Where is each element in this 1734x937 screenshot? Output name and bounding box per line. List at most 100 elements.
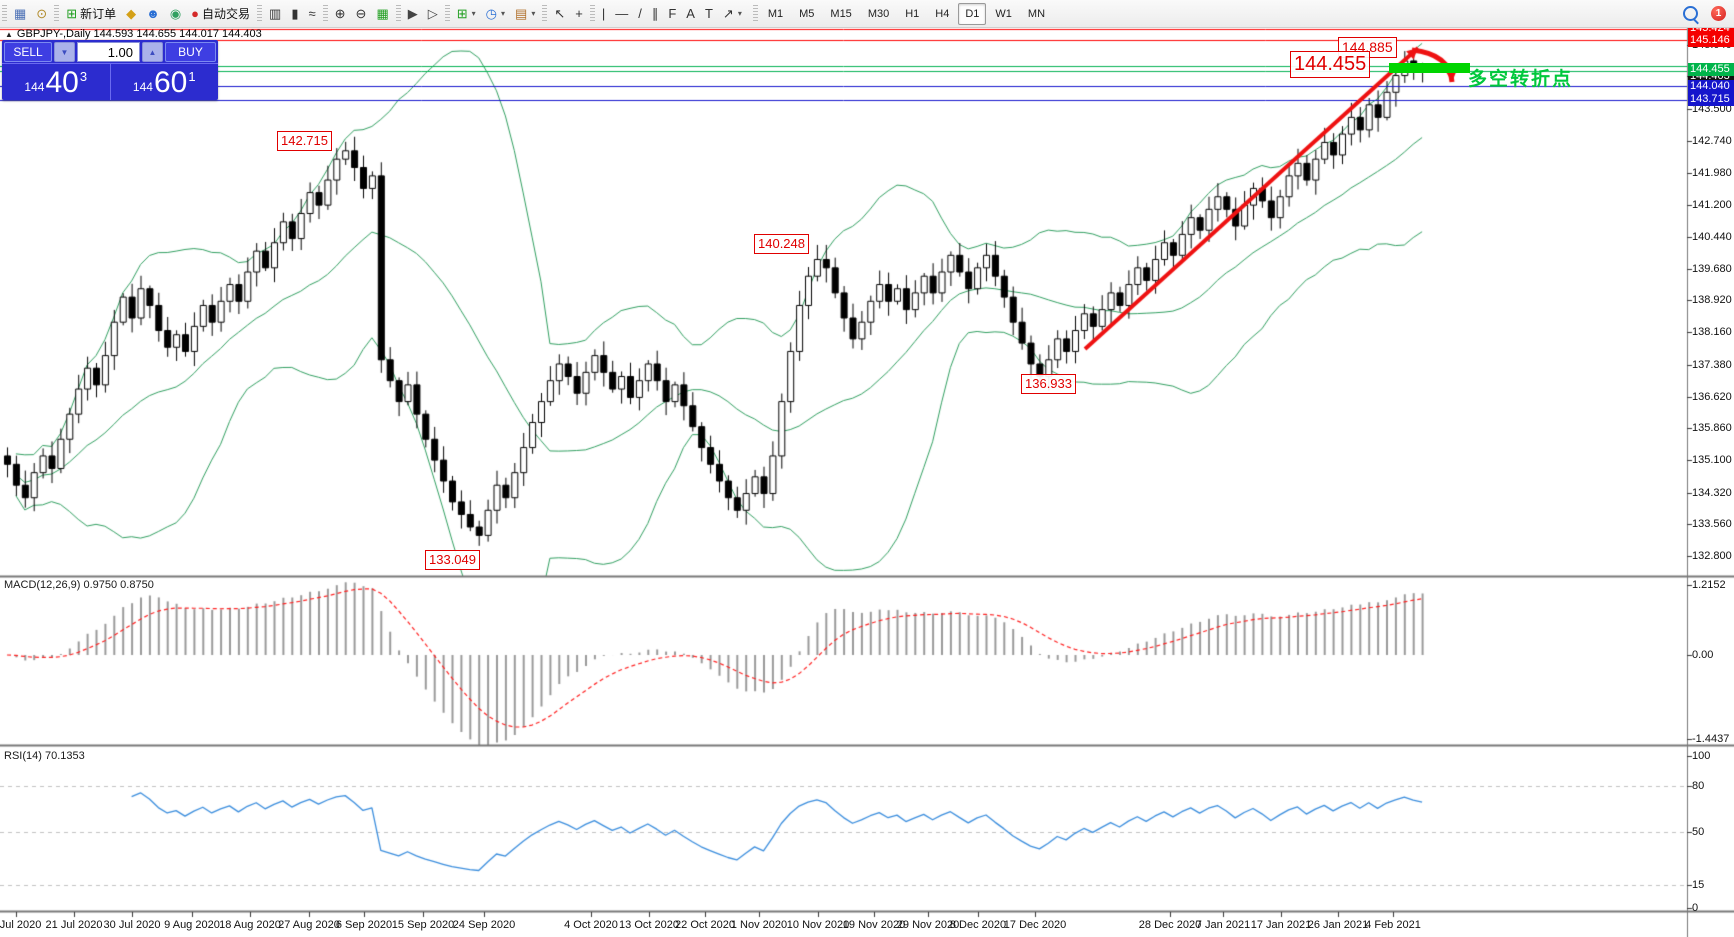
timeframe-w1-button[interactable]: W1	[995, 7, 1012, 20]
sell-price-big: 40	[45, 66, 79, 99]
arrow-objects-button[interactable]: ↗ ▾	[718, 2, 747, 26]
sell-button[interactable]: SELL	[4, 42, 52, 62]
toolbar-group-grip	[257, 4, 263, 23]
text-label-button[interactable]: T	[700, 2, 718, 26]
horizontal-line-button[interactable]: —	[610, 2, 633, 26]
date-axis-label: 8 Dec 2020	[949, 919, 1007, 931]
chart-profiles-button[interactable]: ⊙	[31, 2, 52, 26]
timeframe-h4-button[interactable]: H4	[935, 7, 950, 20]
price-axis-tick: 132.800	[1692, 550, 1732, 563]
price-axis-label: 144.040	[1688, 79, 1734, 93]
buy-button[interactable]: BUY	[165, 42, 216, 62]
timeframe-m30-button[interactable]: M30	[867, 7, 890, 20]
tester-visualize-button[interactable]: ▷	[423, 2, 443, 26]
timeframe-m1-button[interactable]: M1	[767, 7, 784, 20]
timeframe-m5-button[interactable]: M5	[799, 7, 815, 20]
periods-dropdown-icon[interactable]: ▾	[501, 9, 506, 18]
periods-button[interactable]: ◷ ▾	[481, 2, 510, 26]
indicators-button[interactable]: ⊞ ▾	[452, 2, 481, 26]
vertical-line-button[interactable]: |	[597, 2, 610, 26]
horizontal-line-icon: —	[615, 6, 629, 21]
sell-price-sup: 3	[79, 69, 88, 84]
price-annotation-box[interactable]: 133.049	[425, 550, 480, 570]
timeframe-h1-button[interactable]: H1	[905, 7, 920, 20]
vertical-line-icon: |	[601, 6, 606, 21]
price-axis-label: 145.146	[1688, 33, 1734, 47]
fibonacci-icon: F	[668, 6, 677, 21]
chart-title: ▲ GBPJPY-,Daily 144.593 144.655 144.017 …	[5, 28, 262, 40]
zoom-in-button[interactable]: ⊕	[330, 2, 351, 26]
toolbar-group-grip	[444, 4, 450, 23]
toolbar-group-grip	[752, 4, 758, 23]
notifications-badge[interactable]: 1	[1711, 6, 1726, 21]
price-annotation-box[interactable]: 140.248	[754, 234, 809, 254]
green-bar-object[interactable]	[1389, 63, 1470, 73]
toolbar-group-grip	[589, 4, 595, 23]
mql5-community-button[interactable]: ☻	[141, 2, 165, 26]
price-axis-label: 144.455	[1688, 62, 1734, 76]
trendline-button[interactable]: /	[633, 2, 647, 26]
symbol-ohlc-text: GBPJPY-,Daily 144.593 144.655 144.017 14…	[16, 28, 262, 40]
expand-icon[interactable]: ▲	[5, 29, 13, 39]
toolbar-group-grip	[542, 4, 548, 23]
styler-button[interactable]: ◆	[121, 2, 141, 26]
date-axis-label: 4 Feb 2021	[1365, 919, 1421, 931]
volume-input[interactable]	[77, 42, 140, 62]
date-axis-label: 28 Dec 2020	[1138, 919, 1202, 931]
toolbar: ▦ ⊙ ⊞ 新订单 ◆ ☻ ◉ ● 自动交易 ▥ ▮ ≈ ⊕ ⊖ ▦ ▶ ▷ ⊞ ▾ ◷ ▾ ▤ ▾ ↖ + | — / ∥ F A T ↗ ▾ …	[0, 0, 1734, 28]
search-button[interactable]	[1678, 2, 1703, 26]
text-label-icon: T	[704, 6, 713, 21]
arrow-objects-dropdown-icon[interactable]: ▾	[737, 9, 742, 18]
cursor-button[interactable]: ↖	[549, 2, 570, 26]
price-annotation-box[interactable]: 144.455	[1290, 51, 1371, 78]
price-annotation-box[interactable]: 136.933	[1021, 374, 1076, 394]
macd-axis-tick: 1.2152	[1692, 578, 1726, 591]
price-axis-tick: 133.560	[1692, 518, 1732, 531]
date-axis-label: 17 Dec 2020	[1003, 919, 1067, 931]
trendline-icon: /	[638, 6, 642, 21]
price-axis-label: 143.715	[1688, 93, 1734, 107]
arrow-objects-icon: ↗	[722, 6, 734, 21]
fibonacci-button[interactable]: F	[663, 2, 681, 26]
strategy-tester-icon: ▶	[407, 6, 418, 21]
autotrading-button[interactable]: ● 自动交易	[186, 2, 255, 26]
indicators-dropdown-icon[interactable]: ▾	[471, 9, 476, 18]
date-axis-label: 1 Nov 2020	[730, 919, 788, 931]
price-annotation-box[interactable]: 142.715	[277, 131, 332, 151]
turning-point-note[interactable]: 多空转折点	[1468, 69, 1574, 90]
timeframe-d1-button[interactable]: D1	[958, 2, 987, 25]
timeframe-m15-button[interactable]: M15	[830, 7, 852, 20]
tester-visualize-icon: ▷	[427, 6, 438, 21]
crosshair-button[interactable]: +	[570, 2, 588, 26]
date-axis-label: 18 Aug 2020	[219, 919, 281, 931]
volume-down-button[interactable]: ▼	[54, 42, 75, 62]
equidistant-channel-button[interactable]: ∥	[647, 2, 664, 26]
styler-icon: ◆	[126, 6, 137, 21]
charts-window-button[interactable]: ▦	[9, 2, 31, 26]
templates-button[interactable]: ▤ ▾	[510, 2, 540, 26]
new-order-button[interactable]: ⊞ 新订单	[61, 2, 121, 26]
strategy-tester-button[interactable]: ▶	[403, 2, 423, 26]
bar-chart-mode-button[interactable]: ▥	[264, 2, 286, 26]
templates-icon: ▤	[515, 6, 528, 21]
toolbar-group-grip	[2, 4, 7, 23]
rsi-axis-tick: 100	[1692, 750, 1711, 762]
date-axis-label: 29 Nov 2020	[896, 919, 960, 931]
zoom-out-button[interactable]: ⊖	[351, 2, 372, 26]
tile-windows-button[interactable]: ▦	[371, 2, 393, 26]
timeframe-mn-button[interactable]: MN	[1027, 7, 1046, 20]
text-button[interactable]: A	[681, 2, 700, 26]
toolbar-group-grip	[322, 4, 328, 23]
candlestick-mode-icon: ▮	[291, 6, 299, 21]
volume-up-button[interactable]: ▲	[142, 42, 163, 62]
date-axis-label: 13 Oct 2020	[619, 919, 679, 931]
date-axis-label: 27 Aug 2020	[278, 919, 340, 931]
date-axis-label: 9 Aug 2020	[164, 919, 220, 931]
signals-button[interactable]: ◉	[165, 2, 186, 26]
toolbar-group-grip	[395, 4, 401, 23]
line-chart-mode-button[interactable]: ≈	[303, 2, 320, 26]
candlestick-mode-button[interactable]: ▮	[286, 2, 303, 26]
templates-dropdown-icon[interactable]: ▾	[531, 9, 536, 18]
